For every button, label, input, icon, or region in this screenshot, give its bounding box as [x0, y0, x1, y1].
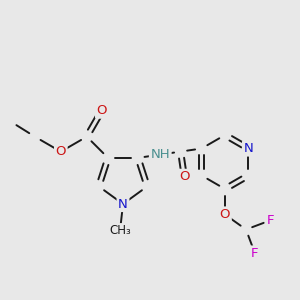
Text: N: N	[118, 197, 128, 211]
Text: F: F	[251, 247, 259, 260]
Text: O: O	[179, 170, 190, 183]
Text: F: F	[266, 214, 274, 227]
Text: O: O	[56, 145, 66, 158]
Text: N: N	[244, 142, 253, 155]
Text: O: O	[97, 104, 107, 117]
Text: O: O	[220, 208, 230, 221]
Text: NH: NH	[150, 148, 170, 161]
Text: CH₃: CH₃	[109, 224, 131, 238]
